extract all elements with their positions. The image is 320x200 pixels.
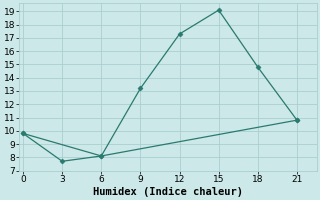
X-axis label: Humidex (Indice chaleur): Humidex (Indice chaleur): [93, 186, 243, 197]
